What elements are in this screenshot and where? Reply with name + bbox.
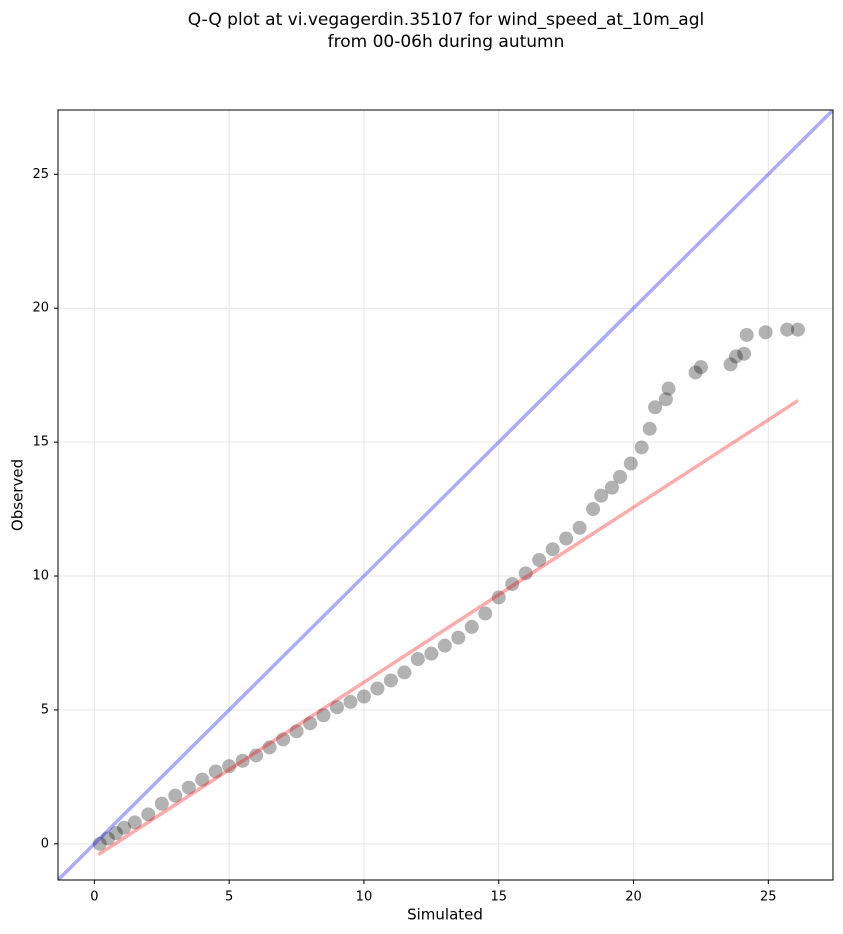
point [693, 360, 708, 375]
point [723, 357, 738, 372]
reference-line [97, 399, 799, 857]
x-tick-label: 25 [760, 890, 777, 905]
point [397, 665, 412, 680]
point [316, 708, 331, 723]
point [737, 346, 752, 361]
point [478, 606, 493, 621]
point [370, 681, 385, 696]
point [491, 590, 506, 605]
chart-title: Q-Q plot at vi.vegagerdin.35107 for wind… [188, 10, 704, 30]
point [383, 673, 398, 688]
y-tick-label: 20 [32, 301, 49, 316]
point [451, 630, 466, 645]
point [117, 820, 132, 835]
point [437, 638, 452, 653]
point [168, 788, 183, 803]
chart-title: from 00-06h during autumn [328, 32, 565, 52]
point [141, 807, 156, 822]
point [648, 400, 663, 415]
point [262, 740, 277, 755]
point [154, 796, 169, 811]
point [623, 456, 638, 471]
y-axis-label: Observed [9, 459, 27, 531]
x-tick-label: 20 [625, 890, 642, 905]
point [100, 831, 115, 846]
point [604, 480, 619, 495]
point [545, 542, 560, 557]
point [586, 502, 601, 517]
y-tick-label: 25 [32, 167, 49, 182]
point [790, 322, 805, 337]
point [195, 772, 210, 787]
point [289, 724, 304, 739]
point [780, 322, 795, 337]
point [688, 365, 703, 380]
reference-line [58, 110, 833, 880]
point [356, 689, 371, 704]
point [661, 381, 676, 396]
x-tick-label: 0 [90, 890, 98, 905]
point [518, 566, 533, 581]
x-axis-label: Simulated [407, 906, 483, 924]
y-tick-label: 5 [41, 702, 49, 717]
point [343, 694, 358, 709]
x-tick-label: 10 [356, 890, 373, 905]
point [410, 652, 425, 667]
point [464, 619, 479, 634]
point [92, 836, 107, 851]
point [572, 520, 587, 535]
point [424, 646, 439, 661]
point [181, 780, 196, 795]
point [739, 327, 754, 342]
plot-frame [57, 109, 834, 881]
point [642, 421, 657, 436]
point [728, 349, 743, 364]
point [249, 748, 264, 763]
y-tick-label: 15 [32, 435, 49, 450]
y-tick-label: 10 [32, 569, 49, 584]
point [330, 700, 344, 715]
x-tick-label: 15 [490, 890, 507, 905]
point [505, 577, 520, 592]
point [634, 440, 649, 455]
point [127, 815, 142, 830]
point [235, 753, 250, 768]
point [108, 826, 123, 841]
x-tick-label: 5 [225, 890, 233, 905]
point [303, 716, 318, 731]
point [276, 732, 291, 747]
point [758, 325, 773, 340]
point [208, 764, 223, 779]
point [532, 552, 547, 567]
point [559, 531, 574, 546]
point [594, 488, 609, 503]
point [613, 469, 628, 484]
y-tick-label: 0 [41, 836, 49, 851]
point [222, 759, 237, 774]
point [658, 392, 673, 407]
